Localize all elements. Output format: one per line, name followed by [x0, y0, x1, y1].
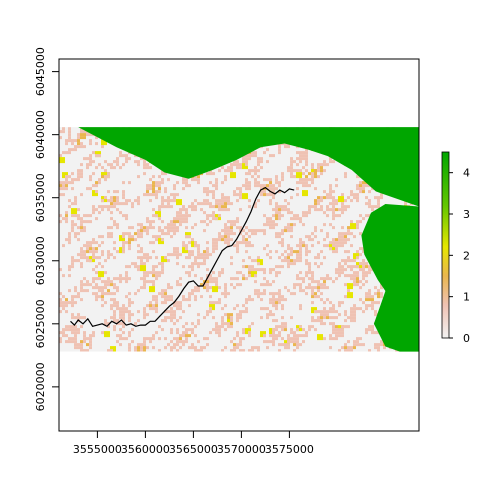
high-value-regions	[78, 127, 419, 352]
colorbar-tick-label: 3	[463, 208, 470, 221]
y-tick-label: 6030000	[34, 236, 47, 285]
x-tick-label: 3555000	[73, 443, 122, 456]
y-tick-label: 6020000	[34, 362, 47, 411]
x-tick-label: 3570000	[217, 443, 266, 456]
y-tick-label: 6045000	[34, 47, 47, 96]
green-region-north-shore	[78, 127, 419, 207]
x-tick-label: 3560000	[121, 443, 170, 456]
track-line-layer	[70, 186, 295, 328]
green-region-east-shore	[361, 204, 419, 352]
colorbar-tick-label: 4	[463, 167, 470, 180]
y-tick-label: 6035000	[34, 173, 47, 222]
colorbar-tick-label: 0	[463, 332, 470, 345]
colorbar-tick-label: 1	[463, 291, 470, 304]
y-tick-label: 6040000	[34, 110, 47, 159]
x-tick-label: 3565000	[169, 443, 218, 456]
colorbar	[441, 151, 450, 339]
track-line	[70, 186, 295, 328]
y-axis: 6020000 6025000 6030000 6035000 6040000 60450…	[34, 47, 60, 411]
x-tick-label: 3575000	[265, 443, 314, 456]
y-tick-label: 6025000	[34, 299, 47, 348]
colorbar-tick-label: 2	[463, 249, 470, 262]
colorbar-legend: 0 1 2 3 4	[441, 151, 470, 345]
